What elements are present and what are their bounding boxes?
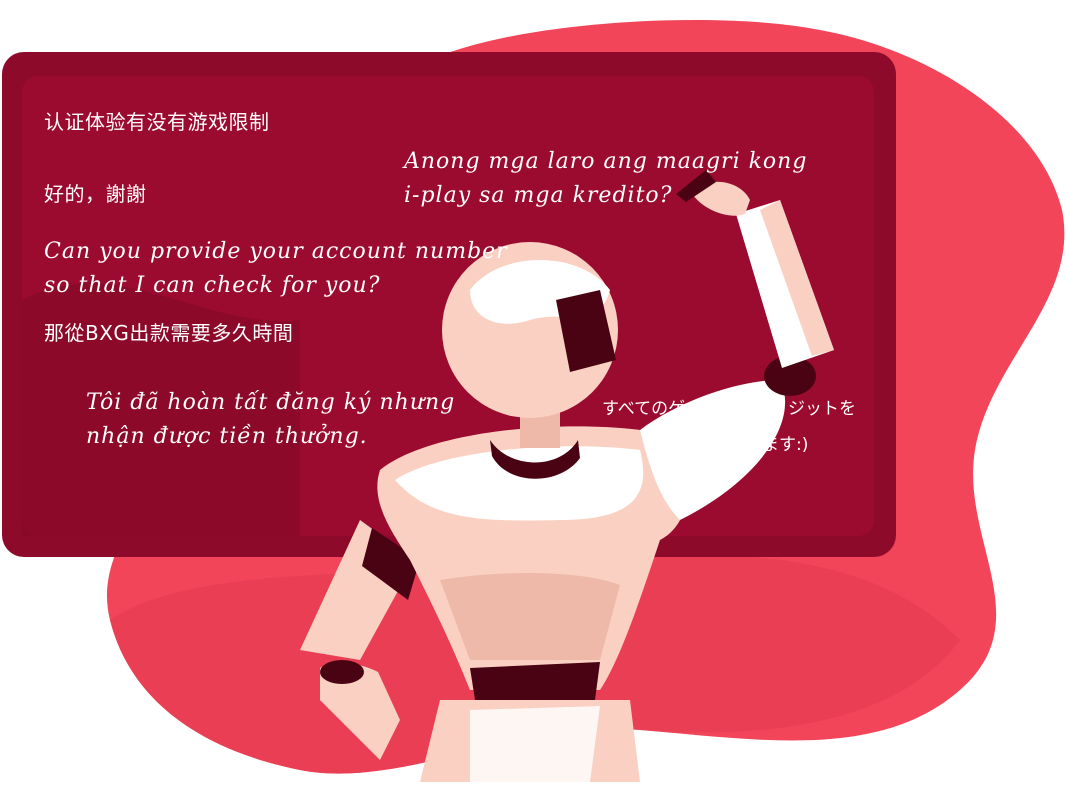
board-text-chinese-2: 好的，謝謝: [44, 182, 147, 206]
board-text-english-1: Can you provide your account number: [44, 239, 508, 264]
robot-collar: [490, 440, 580, 479]
board-text-vietnamese-1: Tôi đã hoàn tất đăng ký nhưng: [86, 390, 456, 415]
robot-right-forearm-shade: [760, 200, 834, 356]
board-text-japanese-3: ます:): [762, 435, 809, 455]
robot: [300, 170, 834, 782]
robot-right-hand: [690, 181, 750, 216]
robot-right-elbow: [764, 356, 816, 396]
robot-belt: [470, 662, 600, 700]
robot-right-upper-arm: [640, 380, 786, 520]
board-text-japanese-1: すべてのゲ: [602, 399, 686, 419]
chalkboard-shadow: [22, 283, 300, 536]
robot-visor: [556, 290, 616, 372]
robot-left-joint: [320, 660, 364, 684]
board-text-chinese-1: 认证体验有没有游戏限制: [44, 110, 270, 134]
board-text-chinese-3: 那從BXG出款需要多久時間: [44, 321, 294, 345]
robot-hips-light: [470, 706, 600, 782]
robot-marker: [676, 170, 716, 202]
board-text-tagalog-1: Anong mga laro ang maagri kong: [404, 149, 808, 174]
board-text-japanese-2: ジットを: [788, 399, 856, 419]
board-text-tagalog-2: i-play sa mga kredito?: [404, 183, 673, 208]
robot-left-hand: [320, 663, 400, 760]
board-text-english-2: so that I can check for you?: [44, 273, 381, 298]
robot-abdomen: [440, 573, 620, 660]
robot-torso-highlight: [395, 446, 644, 521]
board-text-vietnamese-2: nhận được tiền thưởng.: [86, 424, 368, 449]
robot-left-arm-shade: [362, 528, 420, 600]
